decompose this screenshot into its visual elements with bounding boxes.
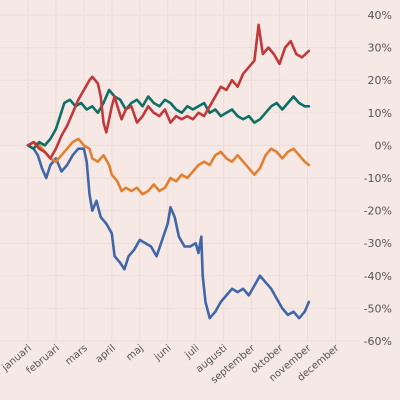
y-tick-label: 10% bbox=[368, 107, 392, 120]
y-tick-label: -20% bbox=[364, 205, 392, 218]
y-tick-label: -50% bbox=[364, 302, 392, 315]
y-tick-label: 40% bbox=[368, 9, 392, 22]
x-tick-label: maj bbox=[124, 343, 145, 363]
y-tick-label: -30% bbox=[364, 237, 392, 250]
series-line-3 bbox=[26, 23, 311, 160]
series-line-2 bbox=[26, 88, 311, 150]
y-tick-label: 0% bbox=[375, 139, 392, 152]
y-tick-label: 20% bbox=[368, 74, 392, 87]
x-tick-label: april bbox=[94, 343, 118, 366]
x-tick-label: juli bbox=[183, 343, 202, 362]
y-tick-label: -10% bbox=[364, 172, 392, 185]
y-tick-label: -60% bbox=[364, 335, 392, 348]
series-line-0 bbox=[26, 144, 311, 320]
series-line-1 bbox=[26, 137, 311, 196]
y-tick-label: -40% bbox=[364, 270, 392, 283]
x-tick-label: mars bbox=[63, 343, 89, 368]
x-tick-label: juni bbox=[152, 343, 174, 364]
y-axis-ticks: 40% 30% 20% 10% 0% -10% -20% -30% -40% -50% -60% bbox=[364, 9, 392, 348]
chart-grid bbox=[0, 0, 360, 342]
chart-series bbox=[26, 23, 311, 320]
y-tick-label: 30% bbox=[368, 42, 392, 55]
